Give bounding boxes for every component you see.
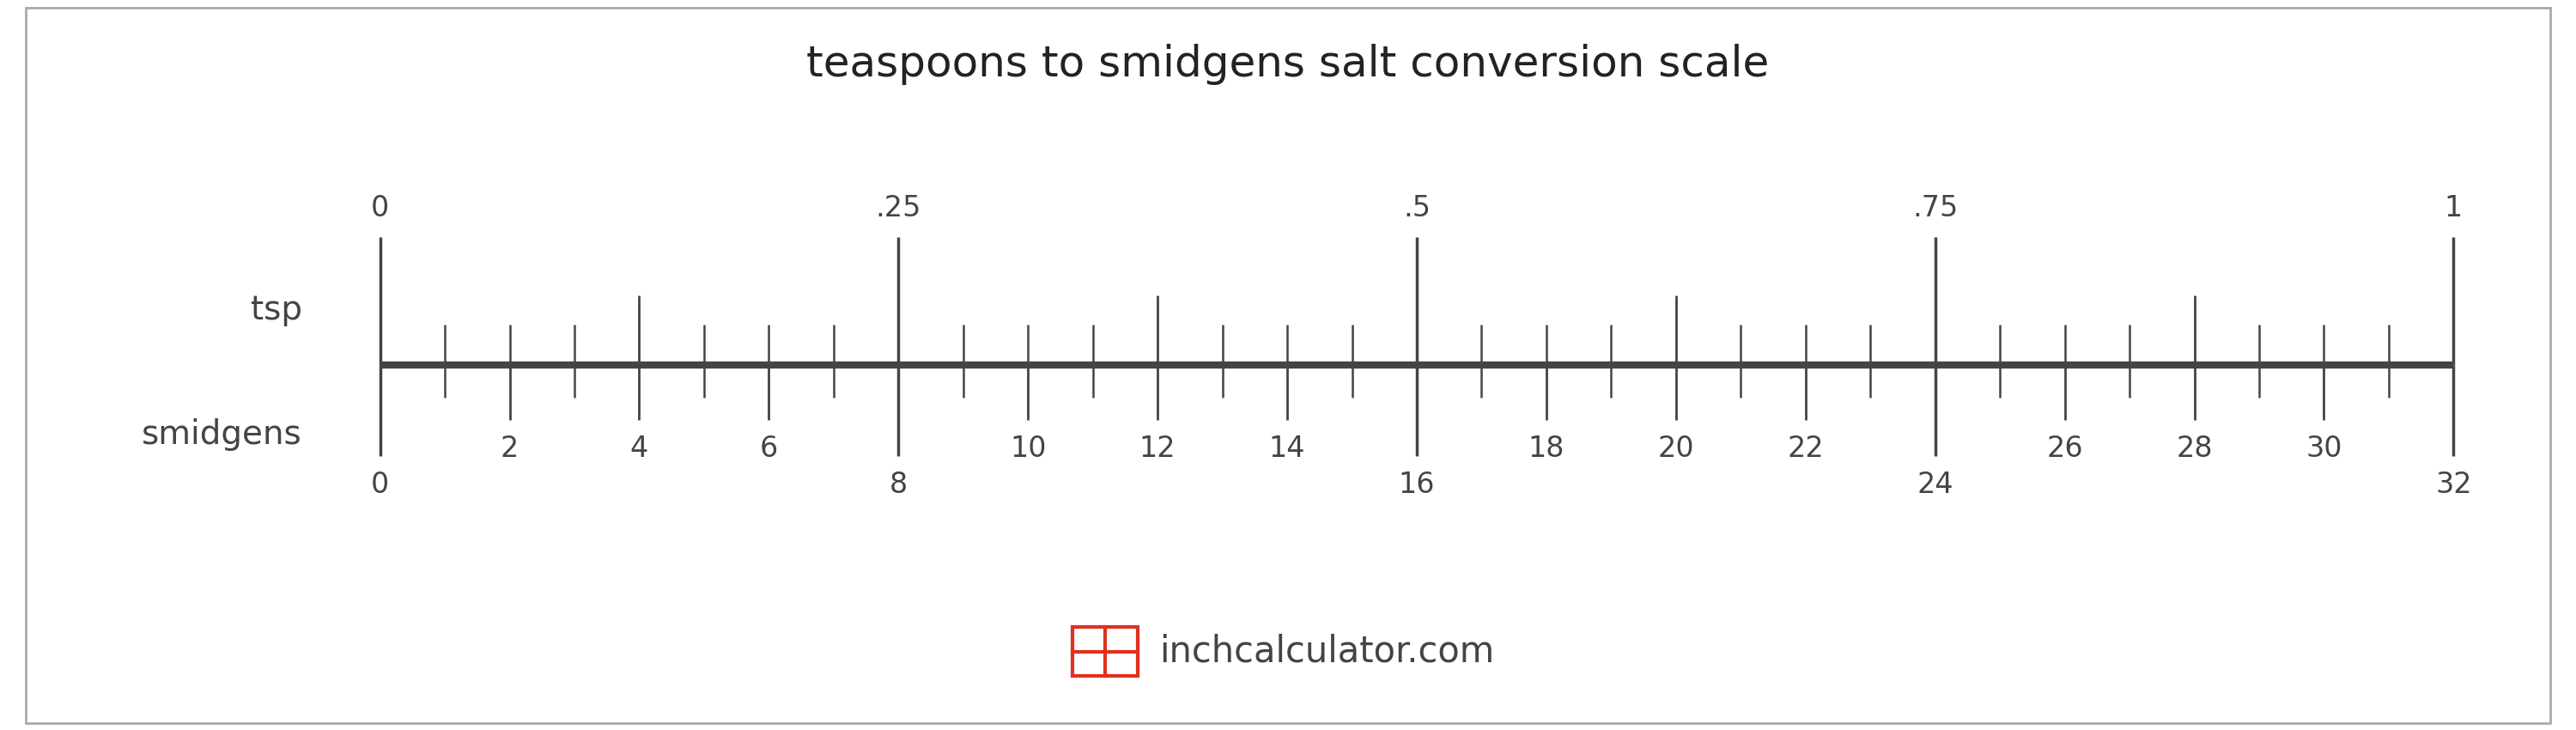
Text: 14: 14 <box>1270 434 1306 463</box>
Text: tsp: tsp <box>250 294 301 326</box>
Text: 1: 1 <box>2445 194 2463 223</box>
Text: 28: 28 <box>2177 434 2213 463</box>
Text: 12: 12 <box>1139 434 1175 463</box>
Text: 20: 20 <box>1659 434 1695 463</box>
Text: 18: 18 <box>1528 434 1564 463</box>
Text: .75: .75 <box>1911 194 1958 223</box>
Text: 4: 4 <box>631 434 649 463</box>
Text: 8: 8 <box>889 471 907 499</box>
Text: smidgens: smidgens <box>142 418 301 450</box>
Text: 32: 32 <box>2434 471 2473 499</box>
Text: 0: 0 <box>371 471 389 499</box>
Text: 2: 2 <box>500 434 518 463</box>
Text: 10: 10 <box>1010 434 1046 463</box>
Text: .5: .5 <box>1404 194 1430 223</box>
Text: 26: 26 <box>2045 434 2084 463</box>
Text: 16: 16 <box>1399 471 1435 499</box>
Text: .25: .25 <box>876 194 922 223</box>
Text: teaspoons to smidgens salt conversion scale: teaspoons to smidgens salt conversion sc… <box>806 44 1770 85</box>
Text: 30: 30 <box>2306 434 2342 463</box>
Text: 22: 22 <box>1788 434 1824 463</box>
Text: 6: 6 <box>760 434 778 463</box>
Text: 24: 24 <box>1917 471 1953 499</box>
Text: 0: 0 <box>371 194 389 223</box>
Text: inchcalculator.com: inchcalculator.com <box>1159 634 1494 669</box>
